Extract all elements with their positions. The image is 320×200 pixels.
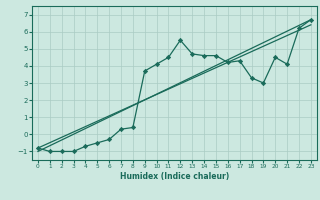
- X-axis label: Humidex (Indice chaleur): Humidex (Indice chaleur): [120, 172, 229, 181]
